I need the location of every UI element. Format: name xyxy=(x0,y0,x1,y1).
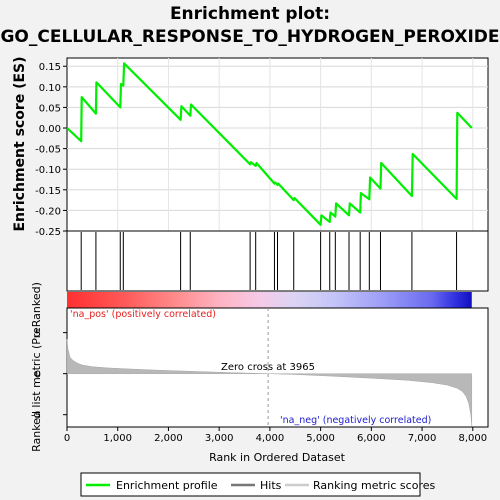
zero-cross-label: Zero cross at 3965 xyxy=(221,362,315,373)
x-tick-label: 8,000 xyxy=(458,433,487,444)
x-tick-label: 3,000 xyxy=(205,433,234,444)
es-panel-frame xyxy=(66,57,489,232)
metric-y-axis-label: Ranked list metric (PreRanked) xyxy=(30,282,43,452)
legend-hits-label: Hits xyxy=(260,479,282,492)
metric-y-ticks: 5 0 -5 xyxy=(31,329,67,422)
ranking-heat-bar xyxy=(67,292,472,308)
es-y-tick-label: 0.05 xyxy=(39,103,61,114)
chart-title-line2: GO_CELLULAR_RESPONSE_TO_HYDROGEN_PEROXID… xyxy=(0,27,500,47)
es-y-ticks: 0.15 0.10 0.05 0.00 -0.05 -0.10 -0.15 -0.20 -0.2… xyxy=(35,62,67,238)
enrichment-profile-line xyxy=(66,62,473,226)
metric-y-tick-label: 5 xyxy=(35,329,41,340)
es-y-tick-label: -0.15 xyxy=(35,186,61,197)
x-tick-label: 7,000 xyxy=(408,433,437,444)
chart-title-line1: Enrichment plot: xyxy=(169,4,331,24)
x-tick-label: 4,000 xyxy=(256,433,285,444)
es-y-tick-label: 0.15 xyxy=(39,62,61,73)
x-tick-label: 0 xyxy=(64,433,70,444)
x-axis-label: Rank in Ordered Dataset xyxy=(209,451,346,464)
positive-correlation-label: 'na_pos' (positively correlated) xyxy=(70,309,216,320)
x-tick-label: 1,000 xyxy=(103,433,132,444)
es-y-tick-label: -0.20 xyxy=(35,206,61,217)
x-axis-ticks: 0 1,000 2,000 3,000 4,000 5,000 6,000 7,000 8,00… xyxy=(64,427,487,444)
hit-markers xyxy=(80,232,458,290)
negative-correlation-label: 'na_neg' (negatively correlated) xyxy=(280,415,431,426)
metric-y-tick-label: 0 xyxy=(35,370,41,381)
ranking-metric-area xyxy=(66,339,473,427)
legend-enrichment-label: Enrichment profile xyxy=(116,479,218,492)
metric-panel-frame xyxy=(66,307,489,428)
x-tick-label: 5,000 xyxy=(306,433,335,444)
x-tick-label: 6,000 xyxy=(357,433,386,444)
es-y-tick-label: 0.10 xyxy=(39,83,61,94)
es-y-tick-label: -0.10 xyxy=(35,165,61,176)
es-y-tick-label: 0.00 xyxy=(39,124,61,135)
es-y-tick-label: -0.05 xyxy=(35,145,61,156)
legend-metric-label: Ranking metric scores xyxy=(313,479,435,492)
es-gridlines xyxy=(67,58,488,232)
es-y-tick-label: -0.25 xyxy=(35,227,61,238)
metric-y-tick-label: -5 xyxy=(31,411,41,422)
es-y-axis-label: Enrichment score (ES) xyxy=(12,56,28,231)
x-tick-label: 2,000 xyxy=(154,433,183,444)
